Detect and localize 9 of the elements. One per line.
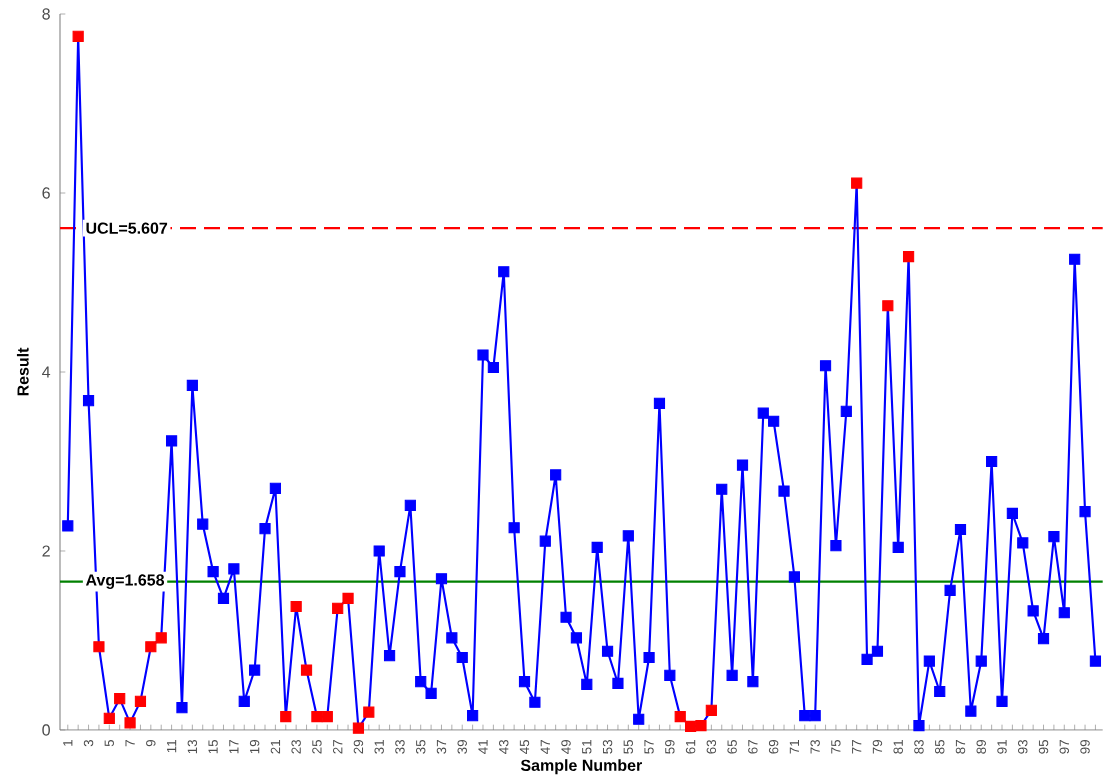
y-tick-label: 2 xyxy=(42,545,50,557)
y-tick-label: 8 xyxy=(42,8,50,20)
ref-line-label: Avg=1.658 xyxy=(85,574,165,589)
y-tick-label: 4 xyxy=(42,366,51,378)
y-tick-label: 6 xyxy=(42,187,50,199)
x-axis-title: Sample Number xyxy=(520,759,642,775)
ref-line-label: UCL=5.607 xyxy=(86,222,168,234)
y-axis-title: Result xyxy=(16,347,29,396)
y-tick-label: 0 xyxy=(42,724,50,736)
